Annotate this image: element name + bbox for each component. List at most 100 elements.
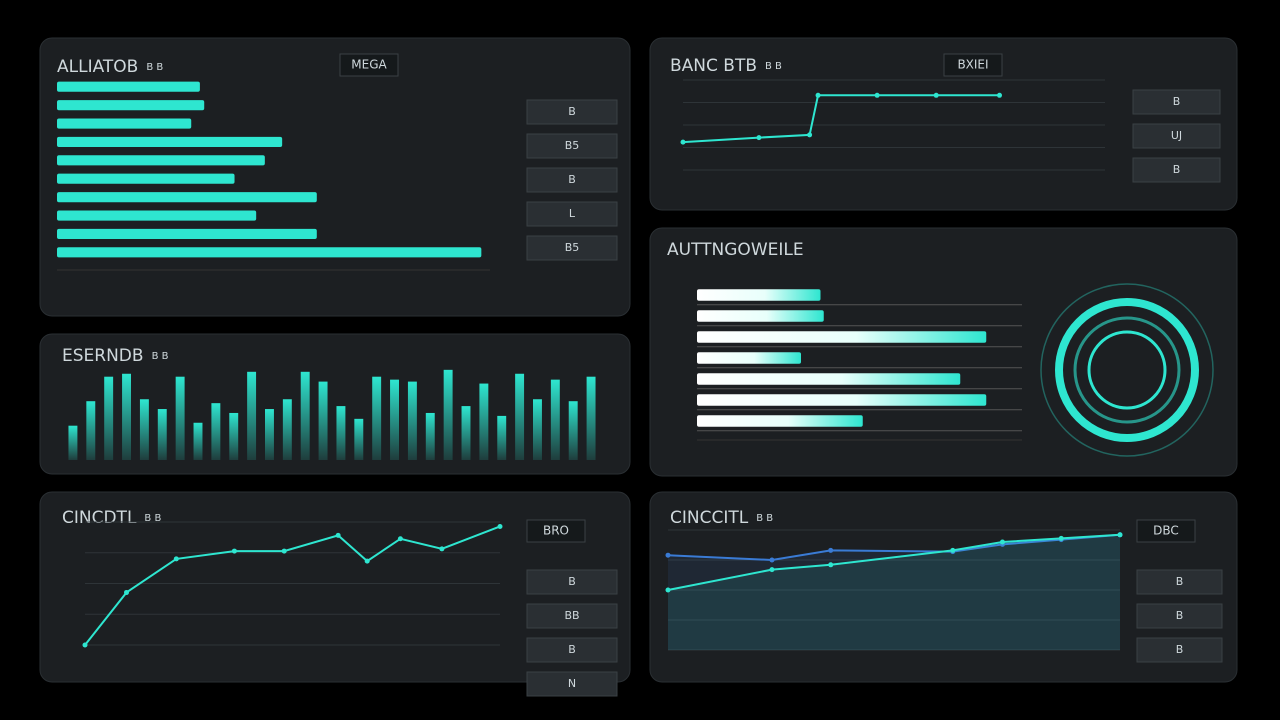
bar <box>104 376 114 460</box>
side-button[interactable] <box>1136 637 1223 663</box>
panel <box>649 227 1238 477</box>
bar <box>211 403 221 460</box>
content: ALLIATOB B B MEGA B B5 B L B5 BANC BTB B B BXIEI B U… <box>57 53 1223 697</box>
point <box>769 567 775 573</box>
header-box[interactable] <box>339 53 399 77</box>
point <box>82 642 88 648</box>
bar <box>265 409 274 460</box>
bar <box>229 412 239 460</box>
panel-title: AUTTNGOWEILE <box>667 240 804 260</box>
panel-subtitle: B B <box>756 513 773 524</box>
bar <box>57 228 317 239</box>
side-button[interactable] <box>1136 569 1223 595</box>
side-button-label: B5 <box>565 241 580 254</box>
panel-subtitle: B B <box>765 61 782 72</box>
bar <box>568 401 578 460</box>
area <box>668 534 1120 650</box>
line <box>84 525 501 646</box>
panel-subtitle: B B <box>152 351 169 362</box>
bar <box>68 425 78 460</box>
area <box>668 534 1120 650</box>
bar <box>443 369 453 460</box>
side-button-label: UJ <box>1171 129 1182 142</box>
header-box[interactable] <box>943 53 1003 77</box>
bar <box>86 401 96 460</box>
header-box[interactable] <box>1136 519 1196 543</box>
panel-title: ESERNDB <box>62 346 144 366</box>
side-button[interactable] <box>526 235 618 261</box>
point <box>497 523 503 529</box>
panel-subtitle: B B <box>144 513 161 524</box>
bar <box>697 352 801 364</box>
point <box>999 539 1005 545</box>
bar <box>407 381 417 460</box>
panel <box>649 37 1238 211</box>
bar <box>336 406 346 460</box>
point <box>1117 532 1123 538</box>
panel-subtitle: B B <box>146 62 163 73</box>
side-button[interactable] <box>1132 123 1221 149</box>
bar <box>586 376 596 460</box>
bar <box>57 81 200 92</box>
bar <box>247 371 257 460</box>
side-button-label: B <box>568 643 576 656</box>
panel-title: ALLIATOB <box>57 57 138 77</box>
side-button[interactable] <box>1136 603 1223 629</box>
bar <box>318 381 328 460</box>
side-button-label: BB <box>564 609 579 622</box>
point <box>950 547 956 553</box>
side-button-label: B <box>568 105 576 118</box>
side-button-label: B <box>1176 643 1184 656</box>
side-button[interactable] <box>526 671 618 697</box>
point <box>828 547 834 553</box>
side-button[interactable] <box>1132 89 1221 115</box>
side-button-label: B <box>1173 163 1181 176</box>
bar <box>57 100 205 111</box>
bar <box>300 371 310 460</box>
bar <box>533 399 542 460</box>
header-label: DBC <box>1153 524 1179 538</box>
bar <box>697 289 821 301</box>
side-button[interactable] <box>526 569 618 595</box>
point <box>231 548 237 554</box>
side-button[interactable] <box>526 99 618 125</box>
side-button[interactable] <box>526 133 618 159</box>
side-button[interactable] <box>526 603 618 629</box>
point <box>769 557 775 563</box>
point <box>1058 535 1064 541</box>
bar <box>479 383 489 460</box>
side-button-label: B <box>1173 95 1181 108</box>
point <box>397 536 403 542</box>
panel-title: CINCDTL <box>62 508 137 528</box>
bar <box>390 379 399 460</box>
panel-title: BANC BTB <box>670 56 757 76</box>
bar <box>461 406 471 460</box>
bar <box>354 418 364 460</box>
panel <box>39 491 631 683</box>
bar <box>550 379 560 460</box>
point <box>815 92 821 98</box>
bar <box>697 310 824 322</box>
point <box>173 556 179 562</box>
bar <box>697 373 961 385</box>
bar <box>122 373 131 460</box>
header-box[interactable] <box>526 519 586 543</box>
side-button[interactable] <box>526 167 618 193</box>
point <box>124 589 129 595</box>
bar <box>57 173 235 184</box>
bar <box>697 331 987 343</box>
point <box>997 92 1002 98</box>
side-button[interactable] <box>526 637 618 663</box>
bar <box>425 412 435 460</box>
bar <box>175 376 185 460</box>
bar <box>57 136 283 147</box>
side-button[interactable] <box>526 201 618 227</box>
bar <box>57 155 265 166</box>
point <box>439 546 445 552</box>
point <box>335 532 341 538</box>
point <box>665 587 671 593</box>
side-button[interactable] <box>1132 157 1221 183</box>
bar <box>497 415 507 460</box>
